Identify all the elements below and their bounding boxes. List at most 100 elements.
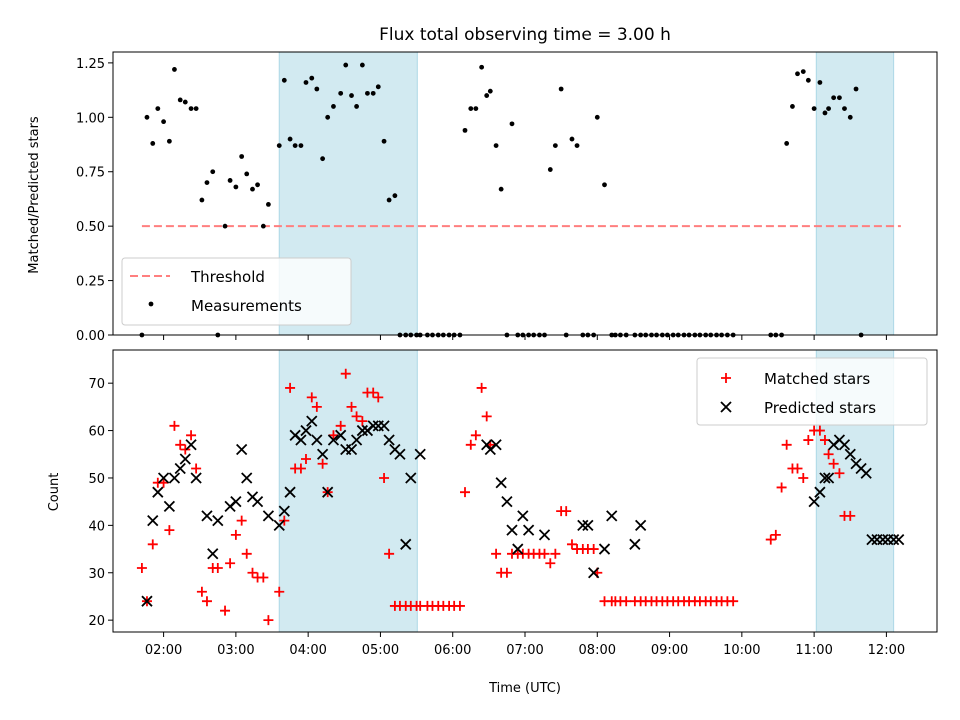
bottom-y-axis-label: Count — [47, 473, 62, 512]
matched-star-point — [465, 439, 476, 450]
measurement-point — [594, 114, 600, 120]
matched-star-point — [501, 567, 512, 578]
matched-star-point — [728, 596, 739, 607]
measurement-point — [370, 90, 376, 96]
predicted-star-point — [300, 424, 312, 437]
measurement-point — [354, 104, 359, 109]
matched-star-point — [470, 430, 481, 441]
predicted-star-point — [522, 524, 535, 536]
top-y-tick-label: 0.50 — [76, 220, 105, 235]
measurement-point — [847, 114, 853, 120]
predicted-star-point — [311, 434, 323, 446]
x-tick-label: 06:00 — [434, 643, 471, 658]
matched-star-point — [241, 548, 252, 559]
matched-star-point — [136, 563, 147, 574]
matched-star-point — [274, 586, 285, 597]
matched-star-point — [373, 392, 384, 403]
predicted-star-point — [866, 533, 878, 546]
measurement-point — [150, 141, 156, 146]
matched-star-point — [263, 615, 274, 626]
measurement-point — [795, 71, 800, 77]
predicted-star-point — [141, 595, 153, 607]
predicted-star-point — [538, 529, 551, 541]
x-tick-label: 10:00 — [723, 643, 760, 658]
measurement-point — [292, 143, 298, 149]
measurement-point — [155, 106, 161, 111]
top-y-axis-label: Matched/Predicted stars — [27, 116, 42, 274]
matched-star-point — [781, 439, 792, 450]
predicted-star-point — [316, 448, 329, 460]
predicted-star-point — [506, 524, 518, 536]
matched-star-point — [158, 477, 169, 488]
measurement-point — [144, 114, 150, 120]
predicted-star-point — [490, 439, 502, 451]
predicted-star-point — [322, 486, 334, 498]
matched-star-point — [384, 548, 395, 559]
bottom-y-tick-label: 60 — [88, 425, 105, 440]
bottom-y-tick-label: 40 — [88, 519, 105, 534]
predicted-star-point — [356, 424, 369, 437]
measurement-point — [239, 154, 245, 159]
bottom-legend-box — [696, 357, 928, 426]
legend-threshold-label: Threshold — [190, 268, 265, 286]
measurement-point — [493, 143, 499, 149]
measurement-point — [462, 127, 468, 133]
measurement-point — [790, 104, 795, 109]
matched-star-point — [191, 463, 202, 474]
bottom-y-tick-label: 70 — [88, 377, 105, 392]
x-tick-label: 07:00 — [506, 643, 543, 658]
measurement-point — [831, 95, 837, 101]
predicted-star-point — [598, 543, 611, 555]
matched-star-point — [814, 425, 825, 436]
measurement-point — [314, 86, 320, 92]
measurement-point — [837, 95, 842, 101]
measurement-point — [498, 186, 504, 192]
measurement-point — [826, 106, 831, 111]
measurement-point — [233, 184, 239, 190]
measurement-point — [365, 90, 370, 96]
matched-star-point — [845, 510, 856, 521]
predicted-star-point — [887, 533, 900, 546]
predicted-star-point — [212, 514, 224, 527]
matched-star-point — [476, 382, 487, 393]
measurement-point — [509, 121, 515, 127]
matched-star-point — [588, 544, 599, 555]
bottom-y-tick-label: 20 — [88, 614, 105, 629]
matched-star-point — [335, 420, 346, 431]
measurement-point — [484, 93, 490, 98]
predicted-star-point — [822, 472, 835, 484]
matched-star-point — [379, 472, 390, 483]
predicted-star-point — [251, 496, 264, 508]
matched-star-point — [225, 558, 236, 569]
bottom-legend: Matched stars Predicted stars — [696, 357, 928, 426]
predicted-star-point — [517, 510, 529, 522]
matched-star-point — [792, 463, 803, 474]
measurement-point — [602, 182, 607, 188]
predicted-star-point — [378, 420, 390, 432]
measurement-point — [303, 80, 309, 85]
predicted-star-point — [512, 543, 524, 555]
measurement-point — [817, 80, 823, 85]
predicted-star-point — [383, 434, 395, 446]
legend-matched-swatch — [721, 373, 731, 383]
legend-predicted-swatch — [720, 401, 732, 413]
measurement-point — [182, 99, 188, 105]
predicted-star-point — [405, 472, 417, 484]
measurement-point — [260, 223, 266, 229]
matched-star-point — [295, 463, 306, 474]
predicted-star-point — [414, 448, 426, 460]
predicted-star-point — [367, 420, 379, 432]
predicted-star-point — [400, 538, 412, 550]
predicted-star-point — [345, 443, 358, 456]
predicted-star-point — [230, 496, 242, 508]
predicted-star-point — [168, 472, 181, 484]
predicted-star-point — [501, 496, 513, 508]
matched-star-point — [798, 472, 809, 483]
predicted-star-point — [577, 519, 589, 531]
predicted-star-point — [207, 548, 219, 560]
measurement-point — [853, 86, 859, 92]
predicted-star-point — [838, 439, 851, 451]
predicted-star-point — [808, 496, 820, 508]
predicted-star-point — [635, 519, 647, 531]
